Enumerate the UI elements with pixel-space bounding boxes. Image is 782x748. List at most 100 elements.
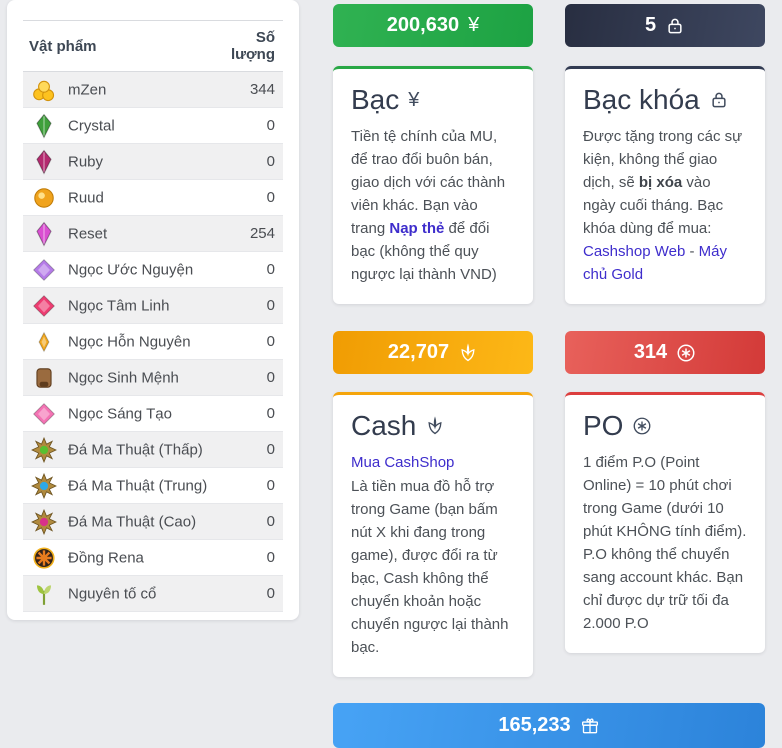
- item-name: Ngọc Hỗn Nguyên: [68, 333, 191, 350]
- gem-icon: [31, 257, 57, 283]
- item-qty: 0: [213, 575, 283, 612]
- blob-icon: [31, 185, 57, 211]
- bac-card: Bạc ¥ Tiền tệ chính của MU, để trao đổi …: [333, 66, 533, 304]
- star-icon: [31, 436, 57, 463]
- lock-icon: [709, 90, 729, 110]
- cash-amount-badge[interactable]: 22,707: [333, 331, 533, 374]
- table-row: Nguyên tố cổ 0: [23, 575, 283, 612]
- item-name: Ngọc Sáng Tạo: [68, 405, 172, 422]
- inline-link[interactable]: Cashshop Web: [583, 243, 686, 260]
- wing-icon: [31, 221, 57, 247]
- currency-column: 200,630 ¥ 5 Bạc ¥ Ti: [333, 4, 765, 748]
- gift-amount: 165,233: [498, 714, 571, 736]
- item-name: Ruud: [68, 189, 104, 206]
- gem-icon: [31, 401, 57, 427]
- table-row: Đá Ma Thuật (Trung) 0: [23, 467, 283, 504]
- cash-card-description: Mua CashShop Là tiền mua đồ hỗ trợ trong …: [351, 451, 515, 659]
- table-row: Đồng Rena 0: [23, 539, 283, 576]
- wheel-icon: [31, 545, 57, 571]
- table-row: Ngọc Tâm Linh 0: [23, 287, 283, 324]
- asterisk-circle-icon: [676, 343, 696, 363]
- item-name: Ngọc Tâm Linh: [68, 297, 170, 314]
- inventory-body: mZen 344 Crystal 0 Ruby 0 Ruud 0 Reset 254 Ngọc Ướ…: [23, 71, 283, 612]
- po-card-description: 1 điểm P.O (Point Online) = 10 phút chơi…: [583, 454, 747, 632]
- po-amount: 314: [633, 341, 668, 363]
- item-qty: 0: [213, 287, 283, 324]
- item-qty: 0: [213, 143, 283, 180]
- bac-card-title: Bạc ¥: [351, 84, 420, 115]
- lock-icon: [665, 16, 685, 36]
- table-row: Đá Ma Thuật (Thấp) 0: [23, 431, 283, 468]
- item-qty: 0: [213, 359, 283, 396]
- item-name: Reset: [68, 225, 108, 242]
- leaf-icon: [425, 416, 445, 436]
- col-header-item: Vật phẩm: [23, 20, 214, 72]
- gift-icon: [580, 716, 600, 736]
- item-name: Nguyên tố cổ: [68, 585, 157, 602]
- table-row: mZen 344: [23, 71, 283, 108]
- inventory-table: Vật phẩm Số lượng mZen 344 Crystal 0 Ruby 0 Ru…: [23, 20, 283, 612]
- item-qty: 0: [213, 467, 283, 504]
- gem-icon: [31, 293, 57, 319]
- item-qty: 0: [213, 179, 283, 216]
- table-row: Ruud 0: [23, 179, 283, 216]
- asterisk-circle-icon: [632, 416, 652, 436]
- bac-khoa-amount: 5: [644, 14, 657, 36]
- table-row: Đá Ma Thuật (Cao) 0: [23, 503, 283, 540]
- inventory-panel: Vật phẩm Số lượng mZen 344 Crystal 0 Ruby 0 Ru…: [7, 0, 299, 620]
- bac-card-description: Tiền tệ chính của MU, để trao đổi buôn b…: [351, 128, 506, 283]
- star-icon: [31, 472, 57, 499]
- wing-icon: [31, 149, 57, 175]
- table-row: Ruby 0: [23, 143, 283, 180]
- bold-text: bị xóa: [638, 174, 683, 191]
- item-name: Ruby: [68, 153, 104, 170]
- inline-link[interactable]: Nạp thẻ: [389, 220, 445, 237]
- bac-amount-badge[interactable]: 200,630 ¥: [333, 4, 533, 47]
- gemsmall-icon: [31, 329, 57, 355]
- box-icon: [31, 365, 57, 391]
- yen-icon: ¥: [408, 88, 420, 111]
- item-qty: 0: [213, 431, 283, 468]
- po-card: PO 1 điểm P.O (Point Online) = 10 phút c…: [565, 392, 765, 653]
- item-qty: 254: [213, 215, 283, 252]
- po-amount-badge[interactable]: 314: [565, 331, 765, 374]
- cash-card-title: Cash: [351, 410, 515, 442]
- bac-khoa-amount-badge[interactable]: 5: [565, 4, 765, 47]
- cash-amount: 22,707: [387, 341, 450, 363]
- wing-icon: [31, 113, 57, 139]
- item-qty: 0: [213, 323, 283, 360]
- cash-card: Cash Mua CashShop Là tiền mua đồ hỗ trợ t…: [333, 392, 533, 677]
- item-qty: 0: [213, 539, 283, 576]
- table-row: Crystal 0: [23, 107, 283, 144]
- bac-khoa-card-title: Bạc khóa: [583, 84, 747, 116]
- table-row: Ngọc Hỗn Nguyên 0: [23, 323, 283, 360]
- item-name: Ngọc Ước Nguyện: [68, 261, 194, 278]
- item-qty: 344: [213, 71, 283, 108]
- bac-khoa-card: Bạc khóa Được tặng trong các sự kiện, kh…: [565, 66, 765, 304]
- item-name: mZen: [68, 81, 107, 98]
- inventory-header-row: Vật phẩm Số lượng: [23, 20, 283, 72]
- gift-amount-badge[interactable]: 165,233: [333, 703, 765, 748]
- inline-link[interactable]: Máy chủ Gold: [583, 243, 727, 283]
- yen-icon: ¥: [468, 14, 480, 36]
- item-name: Đá Ma Thuật (Trung): [68, 477, 208, 494]
- mua-cashshop-link[interactable]: Mua CashShop: [351, 454, 455, 471]
- item-qty: 0: [213, 503, 283, 540]
- po-card-title: PO: [583, 410, 747, 442]
- table-row: Ngọc Ước Nguyện 0: [23, 251, 283, 288]
- sprout-icon: [31, 581, 57, 607]
- item-qty: 0: [213, 395, 283, 432]
- coins-icon: [31, 77, 57, 103]
- table-row: Ngọc Sáng Tạo 0: [23, 395, 283, 432]
- account-currency-page: Vật phẩm Số lượng mZen 344 Crystal 0 Ruby 0 Ru…: [7, 0, 765, 748]
- item-name: Đồng Rena: [68, 549, 144, 566]
- item-name: Đá Ma Thuật (Cao): [68, 513, 197, 530]
- item-name: Đá Ma Thuật (Thấp): [68, 441, 203, 458]
- bac-amount: 200,630: [386, 14, 460, 36]
- item-qty: 0: [213, 107, 283, 144]
- table-row: Reset 254: [23, 215, 283, 252]
- col-header-qty: Số lượng: [213, 20, 283, 72]
- table-row: Ngọc Sinh Mệnh 0: [23, 359, 283, 396]
- item-name: Ngọc Sinh Mệnh: [68, 369, 179, 386]
- item-name: Crystal: [68, 117, 115, 134]
